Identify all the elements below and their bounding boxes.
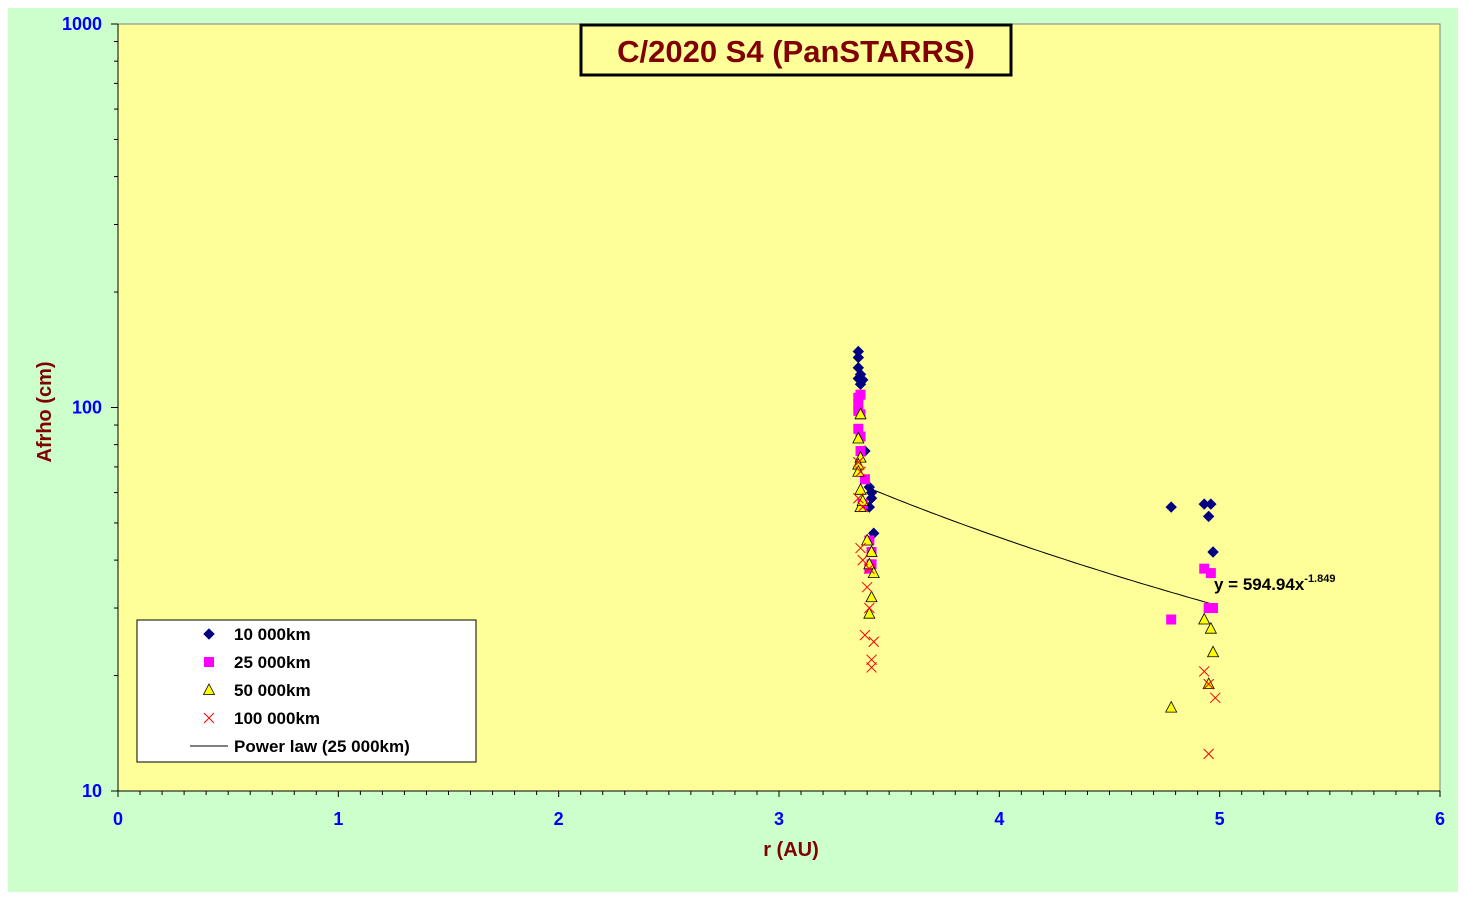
x-marker-stroke <box>1198 666 1210 677</box>
legend-marker <box>202 683 216 695</box>
x-marker-stroke <box>203 712 215 724</box>
legend-marker <box>204 657 214 667</box>
y-tick-label: 10 <box>82 781 102 801</box>
data-point <box>866 662 877 673</box>
x-marker-stroke <box>859 629 871 641</box>
data-point <box>1165 700 1178 713</box>
x-tick-label: 0 <box>113 809 123 829</box>
x-marker-stroke <box>855 542 866 554</box>
x-marker-stroke <box>863 602 875 614</box>
data-point <box>855 389 866 400</box>
data-point <box>1203 678 1215 690</box>
x-marker-stroke <box>861 581 873 593</box>
data-point <box>865 492 878 504</box>
data-point <box>1209 692 1221 704</box>
data-point <box>1202 677 1215 689</box>
legend-marker <box>203 712 215 724</box>
y-tick-label: 100 <box>72 398 102 418</box>
x-tick-label: 4 <box>994 809 1004 829</box>
legend-label: 25 000km <box>234 653 311 672</box>
x-marker-stroke <box>1203 678 1215 690</box>
data-point <box>854 482 867 495</box>
data-point <box>863 602 875 614</box>
legend: 10 000km 25 000km 50 000km 100 000km Power l… <box>136 619 477 763</box>
x-tick-label: 5 <box>1215 809 1225 829</box>
y-axis-label: Afrho (cm) <box>34 361 56 462</box>
x-axis-label: r (AU) <box>763 839 819 861</box>
data-point <box>863 606 876 619</box>
x-tick-label: 3 <box>774 809 784 829</box>
data-point <box>1204 621 1218 634</box>
data-point <box>867 566 880 578</box>
trendline-group <box>869 487 1214 605</box>
data-point <box>863 563 875 575</box>
data-point <box>860 533 874 546</box>
x-tick-label: 2 <box>554 809 564 829</box>
data-point <box>857 554 869 566</box>
trendline-equation: y = 594.94x-1.849 <box>1214 573 1335 594</box>
data-point <box>1208 603 1219 614</box>
data-point <box>861 581 873 593</box>
data-point <box>857 501 869 513</box>
series-diamond <box>852 345 1219 558</box>
legend-label: 10 000km <box>234 625 311 644</box>
x-marker-stroke <box>1203 748 1215 760</box>
data-point <box>1207 546 1219 558</box>
data-point <box>1165 501 1177 513</box>
x-marker-stroke <box>852 492 864 504</box>
x-tick-label: 6 <box>1435 809 1445 829</box>
data-point <box>852 431 865 444</box>
data-point <box>1205 498 1217 510</box>
data-point <box>1198 666 1210 677</box>
axes: 0 1 2 3 4 5 6 10 100 1000 <box>62 14 1445 829</box>
x-marker-stroke <box>863 563 875 575</box>
data-point <box>866 654 877 666</box>
legend-label: Power law (25 000km) <box>234 737 410 756</box>
x-marker-stroke <box>857 501 869 513</box>
x-marker-stroke <box>852 456 864 468</box>
data-point <box>865 590 878 603</box>
data-point <box>852 456 864 468</box>
x-marker-stroke <box>1209 692 1221 704</box>
data-point <box>1166 614 1177 625</box>
x-marker-stroke <box>857 554 869 566</box>
data-point <box>855 466 866 478</box>
legend-label: 100 000km <box>234 709 320 728</box>
x-marker-stroke <box>866 662 877 673</box>
data-point <box>859 629 871 641</box>
data-point <box>868 636 880 648</box>
y-tick-label: 1000 <box>62 14 102 34</box>
legend-box <box>136 619 477 763</box>
legend-marker <box>203 628 215 640</box>
series-x <box>852 456 1221 760</box>
x-marker-stroke <box>868 636 880 648</box>
data-points <box>852 345 1221 760</box>
chart-title: C/2020 S4 (PanSTARRS) <box>617 34 975 69</box>
data-point <box>1198 612 1211 625</box>
data-point <box>859 474 870 485</box>
data-point <box>852 492 864 504</box>
x-marker-stroke <box>855 466 866 478</box>
data-point <box>854 378 867 390</box>
data-point <box>865 545 878 557</box>
data-point <box>1202 510 1215 523</box>
x-tick-label: 1 <box>333 809 343 829</box>
data-point <box>1203 748 1215 760</box>
data-point <box>854 407 867 420</box>
data-point <box>855 542 866 554</box>
chart-title-box: C/2020 S4 (PanSTARRS) <box>579 23 1013 77</box>
x-marker-stroke <box>866 654 877 666</box>
series-triangle <box>852 407 1220 713</box>
data-point <box>1205 568 1216 579</box>
data-point <box>1206 645 1220 658</box>
legend-label: 50 000km <box>234 681 311 700</box>
trendline-power-law <box>869 487 1214 605</box>
